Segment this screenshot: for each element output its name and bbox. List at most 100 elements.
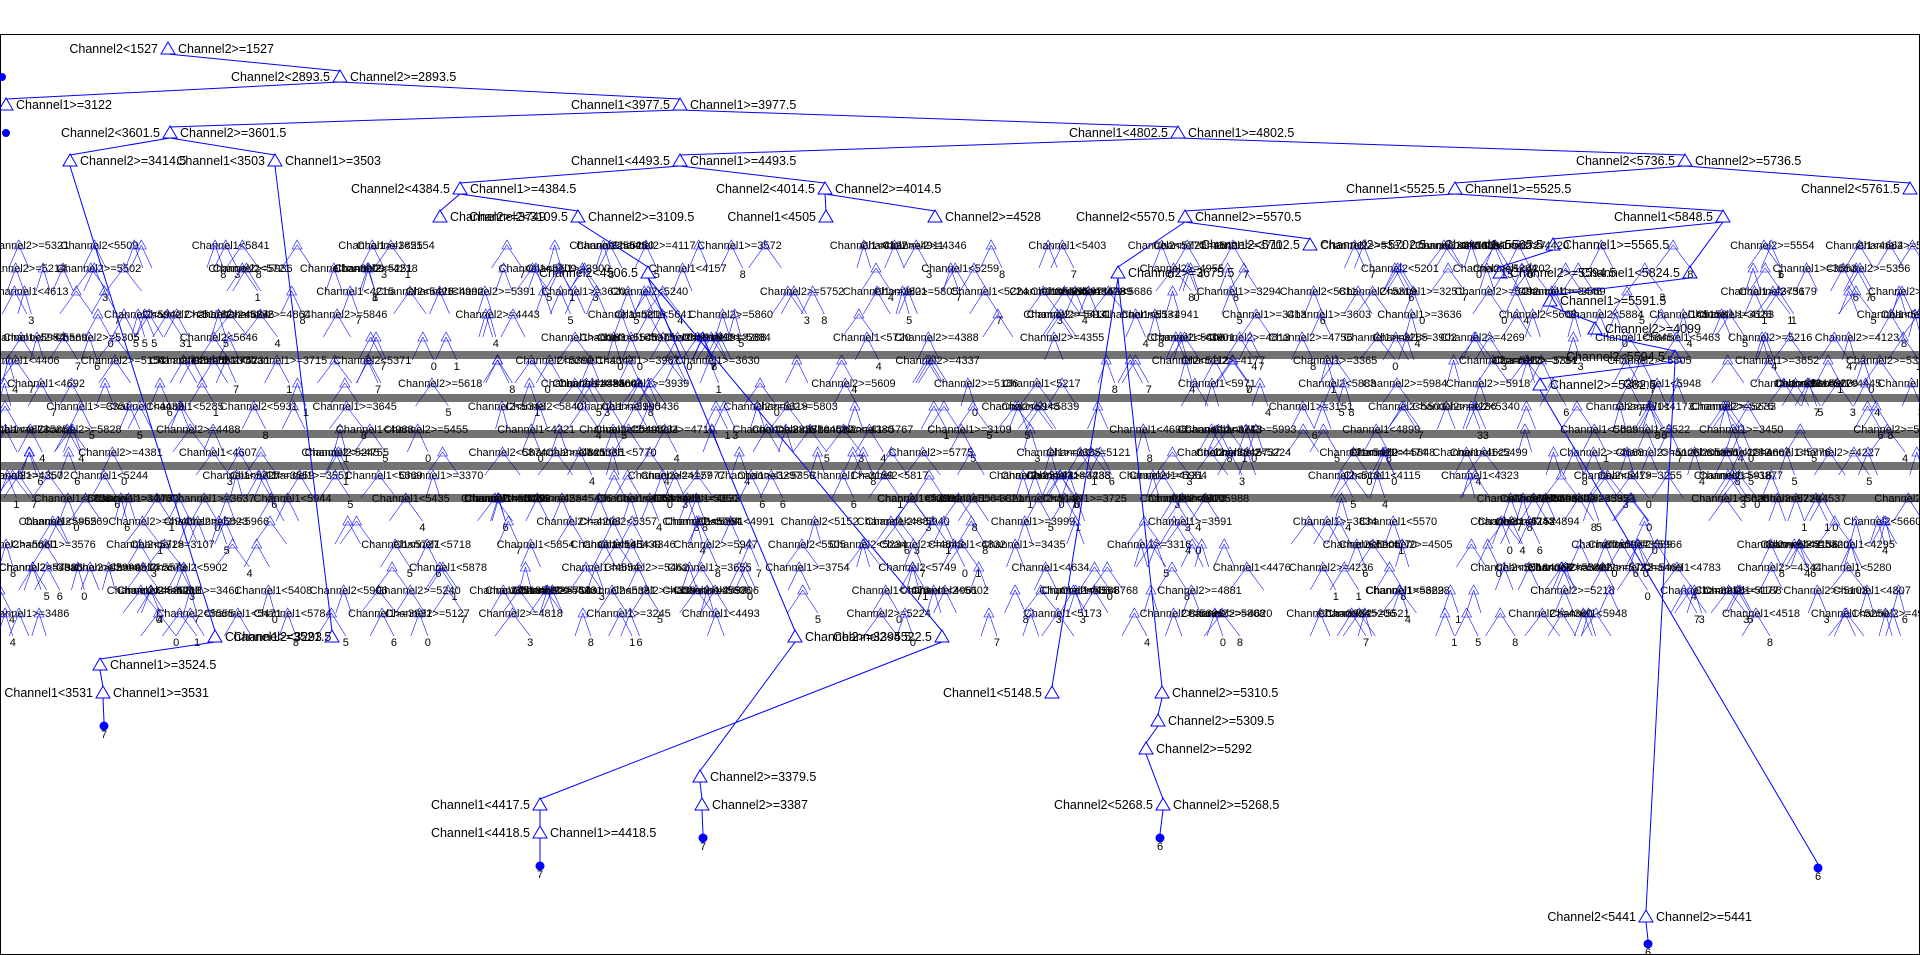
dense-node-text: Channel1<5531: [1102, 309, 1180, 321]
dense-leaf-digit: 5: [1866, 476, 1872, 488]
dense-leaf-digit: 5: [815, 614, 821, 626]
split-right-label: Channel2>=3379.5: [710, 770, 816, 784]
dense-node-text: Channel2>=5752: [760, 286, 844, 298]
split-left-label: Channel1<3977.5: [571, 98, 670, 112]
dense-node-text: Channel2>=5805: [874, 286, 958, 298]
dense-leaf-digit: 5: [546, 292, 552, 304]
dense-node-glyph: [325, 262, 343, 292]
dense-node-text: Channel2<5549: [569, 240, 647, 252]
dense-node-glyph: [1, 354, 16, 384]
split-right-label: Channel2>=5309.5: [1168, 714, 1274, 728]
dense-leaf-digit: 0: [1507, 545, 1513, 557]
dense-leaf-digit: 3: [1850, 407, 1856, 419]
dense-node-text: Channel2>=4668: [1559, 447, 1643, 459]
split-right-label: Channel1>=4493.5: [690, 154, 796, 168]
dense-node-text: Channel1<5158: [1649, 309, 1727, 321]
dense-node-text: Channel2>=5319: [724, 401, 808, 413]
dense-leaf-digit: 8: [1112, 384, 1118, 396]
dense-node-text: Channel2>=4620: [1188, 608, 1272, 620]
dense-leaf-digit: 8: [608, 269, 614, 281]
dense-leaf-digit: 4: [12, 384, 18, 396]
split-right-label: Channel1>=5565.5: [1563, 238, 1669, 252]
split-right-label: Channel2>=3387: [712, 798, 808, 812]
dense-node-glyph: [82, 239, 107, 269]
dense-node-text: Channel2>=4177: [628, 470, 712, 482]
dense-node-glyph: [1078, 285, 1099, 315]
dense-node-glyph: [1221, 285, 1240, 315]
dense-node-glyph: [1855, 354, 1872, 384]
dense-leaf-digit: 5: [568, 315, 574, 327]
dense-node-text: Channel2>=4684: [185, 309, 269, 321]
dense-node-text: Channel1<4992: [406, 286, 484, 298]
dense-node-glyph: [672, 262, 693, 292]
split-right-label: Channel1>=4802.5: [1188, 126, 1294, 140]
dense-leaf-digit: 8: [256, 269, 262, 281]
dense-leaf-digit: 6: [1778, 269, 1784, 281]
dense-node-text: Channel1<5403: [1028, 240, 1106, 252]
dense-node-text: Channel2<5608: [1499, 309, 1577, 321]
dense-node-glyph: [7, 262, 25, 292]
dense-node-text: Channel2<5721: [213, 263, 291, 275]
dense-leaf-digit: 7: [1146, 384, 1152, 396]
dense-node-text: Channel1<4607: [179, 447, 257, 459]
dense-leaf-digit: 5: [1817, 407, 1823, 419]
dense-node-text: Channel1>=3939: [605, 378, 689, 390]
dense-node-text: Channel2<5319: [1339, 286, 1417, 298]
dense-node-text: Channel2<5840: [505, 401, 583, 413]
dense-node-text: Channel2>=5966: [185, 516, 269, 528]
dense-leaf-digit: 5: [596, 407, 602, 419]
dense-leaf-digit: 8: [740, 269, 746, 281]
dense-node-text: Channel1<5244: [70, 470, 148, 482]
dense-node-text: Channel1<4807: [1833, 585, 1911, 597]
split-right-label: Channel2>=5702.5: [1320, 238, 1426, 252]
split-right-label: Channel1>=5525.5: [1465, 182, 1571, 196]
dense-node-glyph: [1125, 308, 1146, 338]
dense-leaf-digit: 5: [223, 338, 229, 350]
dense-node-glyph: [1219, 239, 1247, 269]
dense-node-text: Channel2>=4864: [226, 309, 310, 321]
split-left-label: Channel2<4506.5: [539, 266, 638, 280]
dense-node-text: Channel2>=5218: [1530, 585, 1614, 597]
dense-leaf-digit: 7: [519, 269, 525, 281]
split-left-label: Channel2<2893.5: [231, 70, 330, 84]
dense-leaf-digit: 4: [1523, 315, 1529, 327]
dense-node-text: Channel1<4282: [1692, 447, 1770, 459]
dense-node-glyph: [530, 400, 548, 430]
dense-node-glyph: [225, 239, 259, 269]
dense-node-glyph: [1, 285, 28, 315]
dense-node-glyph: [1320, 354, 1334, 384]
dense-node-text: Channel2>=5618: [398, 378, 482, 390]
dense-node-glyph: [241, 400, 266, 430]
dense-node-glyph: [1202, 354, 1227, 384]
dense-node-text: Channel1<5359: [737, 470, 815, 482]
dense-node-glyph: [1908, 308, 1920, 338]
dense-node-glyph: [0, 400, 19, 430]
dense-node-text: Channel1<5720: [833, 332, 911, 344]
dense-node-glyph: [119, 400, 141, 430]
dense-node-text: Channel1>=3603: [558, 378, 642, 390]
split-left-label: Channel2<4014.5: [716, 182, 815, 196]
dense-leaf-digit: 1: [303, 407, 309, 419]
dense-node-glyph: [1050, 239, 1075, 269]
split-right-label: Channel1>=5591.5: [1560, 294, 1666, 308]
dense-node-text: Channel2>=5803: [753, 401, 837, 413]
dense-node-text: Channel2>=4269: [1440, 332, 1524, 344]
dense-node-glyph: [130, 239, 153, 269]
dense-node-glyph: [1890, 285, 1914, 315]
dense-leaf-digit: 6: [1320, 315, 1326, 327]
dense-node-glyph: [748, 239, 782, 269]
dense-leaf-digit: 5: [1237, 315, 1243, 327]
dense-node-text: Channel2>=5186: [934, 378, 1018, 390]
dense-node-text: Channel2>=4344: [1737, 562, 1821, 574]
dense-node-text: Channel2>=4597: [662, 585, 746, 597]
dense-node-text: Channel1<5154: [357, 240, 435, 252]
dense-node-text: Channel2>=5692: [1881, 309, 1920, 321]
dense-node-glyph: [1472, 285, 1505, 315]
dense-node-glyph: [393, 285, 427, 315]
split-left-label: Channel2<4522.5: [833, 630, 932, 644]
split-right-label: Channel1>=4418.5: [550, 826, 656, 840]
split-right-label: Channel2>=4528: [945, 210, 1041, 224]
dense-leaf-digit: 3: [604, 407, 610, 419]
dense-node-text: Channel2<5874: [469, 447, 547, 459]
dense-leaf-digit: 0: [774, 407, 780, 419]
